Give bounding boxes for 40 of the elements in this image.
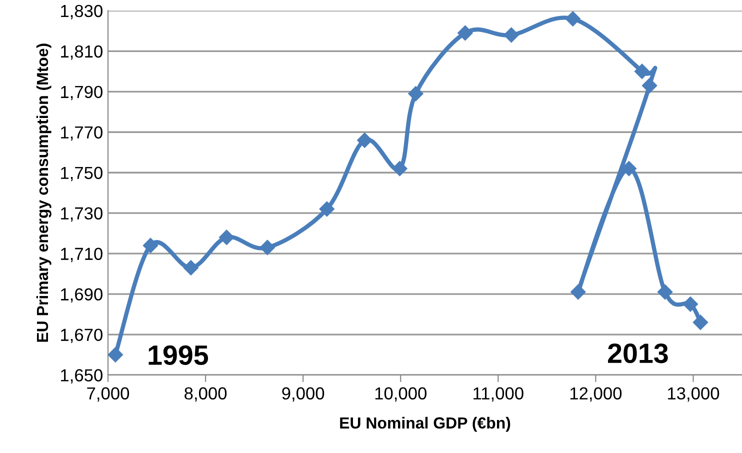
y-tick-label: 1,670	[61, 328, 102, 344]
point	[392, 160, 408, 176]
point	[565, 11, 580, 26]
point	[108, 347, 123, 362]
point	[458, 25, 473, 41]
point	[642, 78, 658, 94]
y-tick-label: 1,750	[61, 166, 102, 182]
x-axis-title: EU Nominal GDP (€bn)	[340, 416, 510, 432]
y-tick-label: 1,790	[61, 86, 102, 100]
x-tick-label: 12,000	[570, 387, 622, 402]
y-tick-label: 1,730	[61, 207, 102, 222]
x-tick-label: 8,000	[184, 387, 227, 402]
y-tick-label: 1,690	[61, 288, 102, 303]
point	[634, 64, 650, 79]
point	[260, 240, 275, 256]
point	[319, 201, 334, 217]
point	[219, 230, 234, 245]
annotation: 1995	[148, 345, 208, 365]
y-tick-label: 1,810	[61, 45, 102, 60]
point	[682, 296, 698, 312]
x-tick-label: 11,000	[474, 387, 524, 402]
annotation: 2013	[608, 344, 668, 364]
y-tick-label: 1,710	[61, 248, 102, 262]
x-tick-label: 7,000	[87, 387, 130, 402]
point	[408, 86, 424, 102]
x-tick-label: 13,000	[668, 387, 720, 402]
point	[142, 238, 158, 254]
y-axis-title: EU Primary energy consumption (Mtoe)	[36, 44, 52, 342]
x-tick-label: 10,000	[375, 387, 426, 402]
y-tick-label: 1,770	[61, 126, 102, 141]
point	[504, 27, 519, 43]
point	[692, 314, 708, 330]
point	[357, 132, 372, 148]
x-tick-label: 9,000	[282, 387, 324, 402]
point	[657, 284, 673, 300]
y-tick-label: 1,650	[61, 369, 102, 384]
point	[183, 260, 198, 276]
point	[570, 284, 586, 300]
point	[621, 160, 637, 176]
y-tick-label: 1,830	[61, 4, 102, 20]
